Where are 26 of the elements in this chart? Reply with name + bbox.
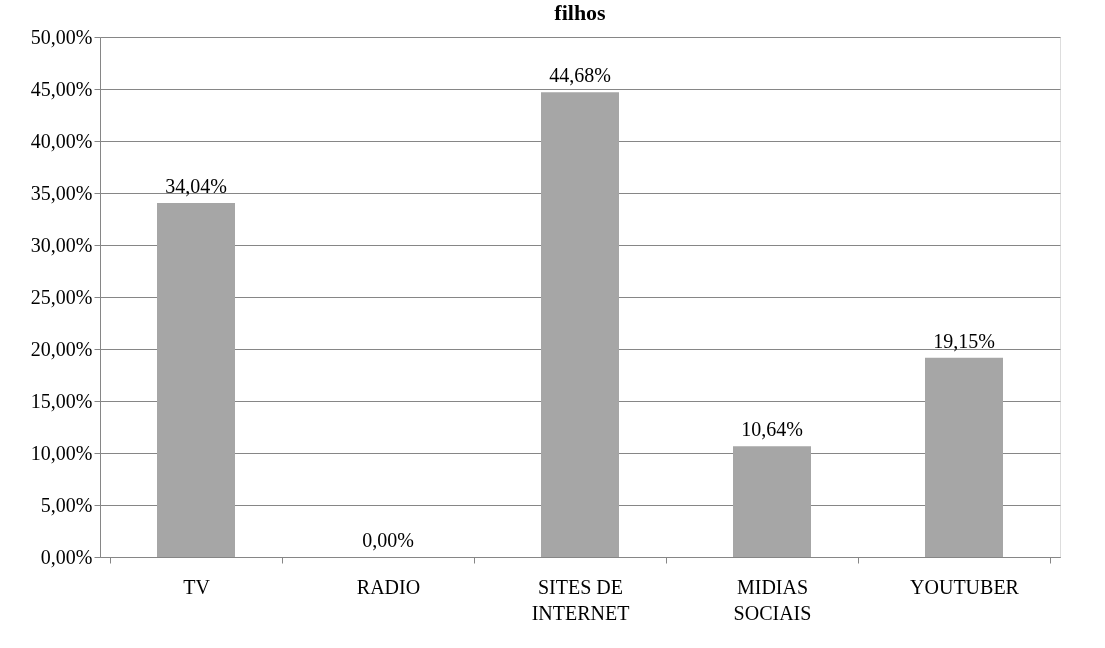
y-tick-label: 35,00% xyxy=(30,181,93,204)
y-tick-label: 15,00% xyxy=(30,389,93,412)
chart-title: filhos xyxy=(554,0,607,25)
y-tick-label: 0,00% xyxy=(40,545,93,568)
y-tick-label: 5,00% xyxy=(40,493,93,516)
y-tick-label: 20,00% xyxy=(30,337,93,360)
bar xyxy=(925,357,1003,557)
y-tick-label: 10,00% xyxy=(30,441,93,464)
bar xyxy=(157,202,235,557)
x-tick-label: RADIO xyxy=(356,575,421,598)
y-tick-label: 45,00% xyxy=(30,77,93,100)
bar xyxy=(733,446,811,557)
data-label: 19,15% xyxy=(933,329,995,352)
y-tick-label: 30,00% xyxy=(30,233,93,256)
y-tick-label: 40,00% xyxy=(30,129,93,152)
data-label: 34,04% xyxy=(165,174,227,197)
x-tick-label: SITES DE INTERNET xyxy=(531,575,630,624)
x-tick-label: TV xyxy=(183,575,211,598)
bar xyxy=(541,92,619,557)
x-tick-label: MIDIAS SOCIAIS xyxy=(733,575,812,624)
data-label: 10,64% xyxy=(741,418,803,441)
data-label: 0,00% xyxy=(362,529,414,551)
data-label: 44,68% xyxy=(549,64,611,87)
y-tick-label: 25,00% xyxy=(30,285,93,308)
y-tick-label: 50,00% xyxy=(30,25,93,48)
x-tick-label: YOUTUBER xyxy=(910,575,1020,598)
